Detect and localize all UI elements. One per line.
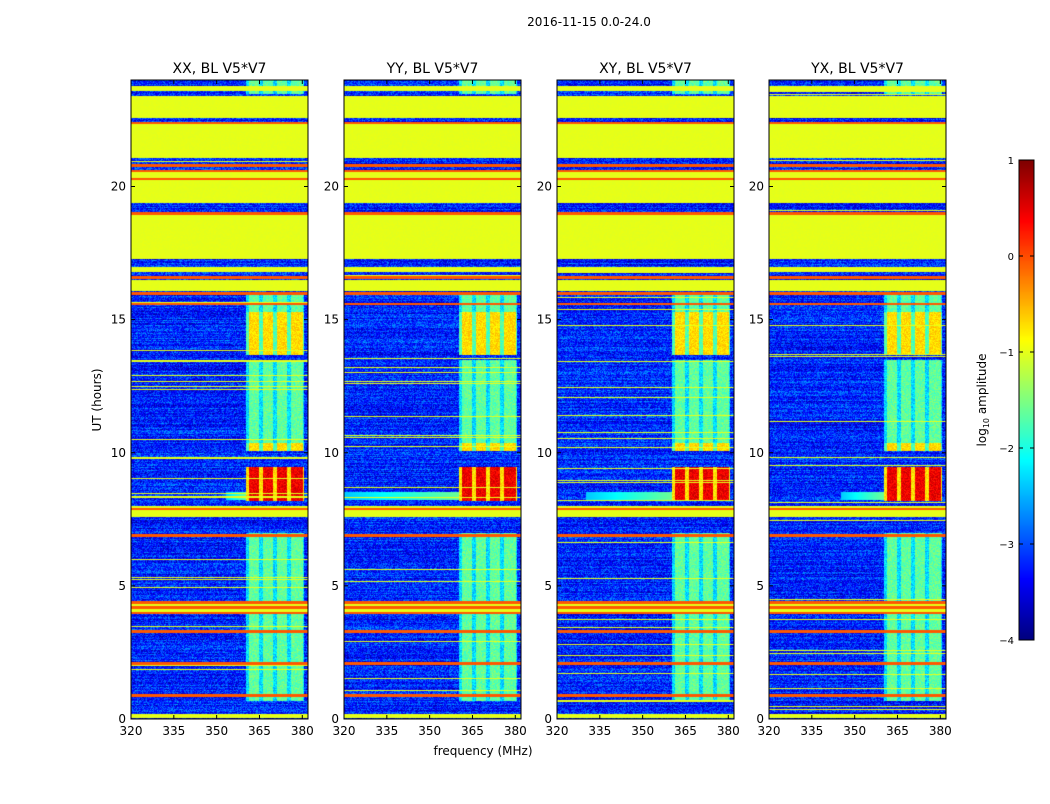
y-tick-label: 15 [537, 313, 552, 327]
heatmap-image [344, 80, 521, 719]
y-tick-label: 10 [324, 446, 339, 460]
x-tick-label: 365 [461, 724, 484, 738]
x-tick-label: 350 [631, 724, 654, 738]
y-tick-label: 5 [331, 579, 339, 593]
panel-title: YY, BL V5*V7 [386, 61, 479, 77]
colorbar-tick-label: −4 [999, 636, 1014, 647]
x-tick-label: 335 [375, 724, 398, 738]
x-tick-label: 380 [504, 724, 527, 738]
x-tick-label: 380 [291, 724, 314, 738]
panel-title: YX, BL V5*V7 [810, 61, 904, 77]
colorbar-label-sub: 10 [982, 418, 991, 428]
panel-2: XY, BL V5*V7 320 335 350 365 380 0 5 10 15 20 [537, 61, 740, 738]
heatmap-image [131, 80, 308, 719]
colorbar-gradient [1019, 160, 1034, 640]
y-tick-label: 10 [111, 446, 126, 460]
colorbar-frame [1018, 159, 1035, 641]
y-tick-label: 20 [111, 180, 126, 194]
x-tick-label: 320 [758, 724, 781, 738]
panel-1: YY, BL V5*V7 320 335 350 365 380 0 5 10 15 20 [324, 61, 527, 738]
x-tick-label: 350 [843, 724, 866, 738]
y-tick-label: 0 [544, 712, 552, 726]
x-axis-label: frequency (MHz) [433, 744, 532, 758]
heatmap-image [557, 80, 734, 719]
x-tick-label: 380 [717, 724, 740, 738]
y-axis-label: UT (hours) [90, 368, 104, 431]
y-tick-label: 5 [544, 579, 552, 593]
axes-frame [768, 79, 947, 720]
y-tick-label: 0 [756, 712, 764, 726]
x-tick-label: 365 [248, 724, 271, 738]
colorbar-tick-label: 1 [1008, 156, 1014, 167]
panel-0: XX, BL V5*V7 320 335 350 365 380 0 5 10 15 20 [111, 61, 314, 738]
x-tick-label: 350 [418, 724, 441, 738]
colorbar-label: log10 amplitude [975, 354, 991, 447]
x-tick-label: 365 [674, 724, 697, 738]
axes-frame [556, 79, 735, 720]
colorbar-tick-label: −3 [999, 540, 1014, 551]
y-tick-label: 15 [749, 313, 764, 327]
y-tick-label: 20 [324, 180, 339, 194]
y-tick-label: 10 [749, 446, 764, 460]
panel-title: XY, BL V5*V7 [599, 61, 692, 77]
x-tick-label: 335 [800, 724, 823, 738]
axes-frame [130, 79, 309, 720]
x-tick-label: 335 [588, 724, 611, 738]
y-tick-label: 20 [537, 180, 552, 194]
colorbar-label-rest: amplitude [975, 354, 989, 418]
x-tick-label: 335 [162, 724, 185, 738]
colorbar-tick-label: 0 [1008, 252, 1014, 263]
x-tick-label: 320 [120, 724, 143, 738]
x-tick-label: 350 [205, 724, 228, 738]
colorbar-tick-label: −1 [999, 348, 1014, 359]
y-tick-label: 5 [756, 579, 764, 593]
colorbar-tick-label: −2 [999, 444, 1014, 455]
y-tick-label: 10 [537, 446, 552, 460]
x-tick-label: 320 [333, 724, 356, 738]
y-tick-label: 0 [118, 712, 126, 726]
y-tick-label: 20 [749, 180, 764, 194]
heatmap-image [769, 80, 946, 719]
x-tick-label: 320 [546, 724, 569, 738]
y-tick-label: 0 [331, 712, 339, 726]
y-tick-label: 5 [118, 579, 126, 593]
x-tick-label: 365 [886, 724, 909, 738]
colorbar-label-base: log [975, 428, 989, 446]
y-tick-label: 15 [324, 313, 339, 327]
figure-suptitle: 2016-11-15 0.0-24.0 [527, 15, 651, 29]
y-tick-label: 15 [111, 313, 126, 327]
panel-title: XX, BL V5*V7 [173, 61, 267, 77]
panel-3: YX, BL V5*V7 320 335 350 365 380 0 5 10 15 20 [749, 61, 952, 738]
axes-frame [343, 79, 522, 720]
x-tick-label: 380 [929, 724, 952, 738]
